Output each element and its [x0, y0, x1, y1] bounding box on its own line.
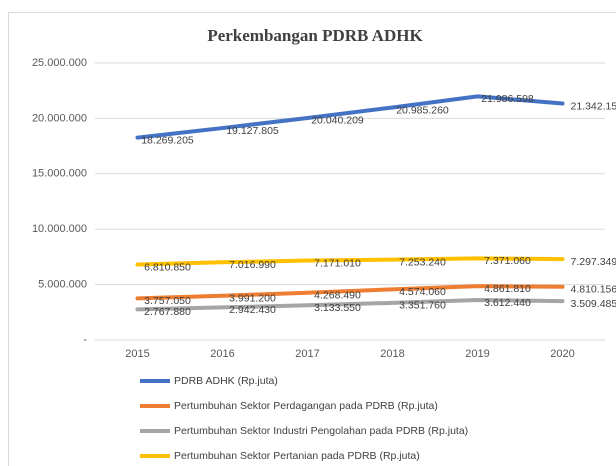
x-tick-label: 2017: [295, 348, 319, 360]
data-label: 20.040.209: [311, 115, 364, 127]
data-label: 4.861.810: [484, 283, 531, 295]
legend-label: Pertumbuhan Sektor Pertanian pada PDRB (…: [174, 450, 420, 462]
x-tick-label: 2018: [380, 348, 404, 360]
data-label: 2.942.430: [229, 304, 276, 316]
data-label: 3.991.200: [229, 293, 276, 305]
y-tick-label: 25.000.000: [32, 57, 87, 69]
legend-label: Pertumbuhan Sektor Industri Pengolahan p…: [174, 425, 468, 437]
series-line: [135, 256, 565, 267]
y-tick-label: 15.000.000: [32, 168, 87, 180]
data-label: 18.269.205: [141, 134, 194, 146]
data-label: 7.016.990: [229, 259, 276, 271]
data-label: 4.810.156: [571, 283, 616, 295]
series-line: [135, 94, 565, 140]
y-tick-label: -: [83, 334, 87, 346]
chart-title: Perkembangan PDRB ADHK: [207, 26, 423, 45]
data-label: 7.253.240: [399, 256, 446, 268]
chart-border: [8, 12, 616, 466]
y-tick-label: 5.000.000: [38, 279, 87, 291]
series-line: [135, 297, 565, 312]
data-label: 21.986.598: [481, 93, 534, 105]
data-label: 7.371.060: [484, 255, 531, 267]
data-label: 3.757.050: [144, 295, 191, 307]
data-label: 21.342.153: [571, 100, 616, 112]
data-label: 6.810.850: [144, 261, 191, 273]
data-label: 7.297.349: [571, 256, 616, 268]
y-tick-label: 10.000.000: [32, 223, 87, 235]
data-label: 7.171.010: [314, 257, 361, 269]
x-tick-label: 2020: [550, 348, 574, 360]
data-label: 4.574.060: [399, 286, 446, 298]
series-line: [135, 284, 565, 301]
legend-label: Pertumbuhan Sektor Perdagangan pada PDRB…: [174, 400, 438, 412]
data-label: 20.985.260: [396, 104, 449, 116]
data-label: 3.612.440: [484, 297, 531, 309]
data-label: 4.268.490: [314, 289, 361, 301]
data-label: 2.767.880: [144, 306, 191, 318]
data-label: 3.133.550: [314, 302, 361, 314]
x-tick-label: 2015: [125, 348, 149, 360]
y-tick-label: 20.000.000: [32, 112, 87, 124]
data-label: 3.509.485: [571, 298, 616, 310]
x-tick-label: 2019: [465, 348, 489, 360]
data-label: 19.127.805: [226, 125, 279, 137]
legend-label: PDRB ADHK (Rp.juta): [174, 375, 278, 387]
x-tick-label: 2016: [210, 348, 234, 360]
data-label: 3.351.760: [399, 300, 446, 312]
